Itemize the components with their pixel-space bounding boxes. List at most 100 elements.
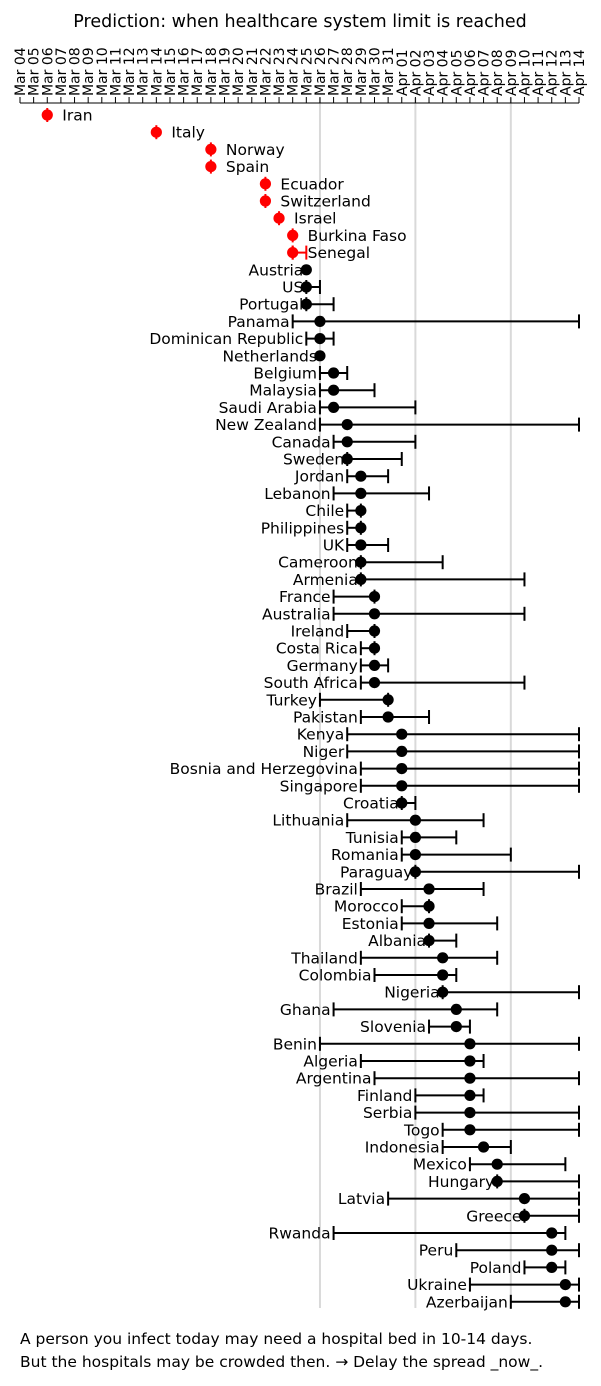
data-point-group: Belgium bbox=[253, 365, 349, 383]
data-point bbox=[368, 625, 381, 637]
data-point bbox=[437, 952, 449, 964]
data-point-group: Australia bbox=[262, 605, 526, 623]
data-point bbox=[491, 1175, 503, 1187]
x-tick-label: Apr 08 bbox=[490, 50, 506, 96]
data-point bbox=[423, 900, 435, 912]
country-label: New Zealand bbox=[215, 416, 317, 434]
x-tick-label: Mar 25 bbox=[299, 47, 315, 96]
x-tick-label: Mar 24 bbox=[286, 47, 302, 96]
data-point-group: Mexico bbox=[413, 1156, 567, 1174]
country-label: Australia bbox=[262, 605, 331, 623]
data-point-group: Lithuania bbox=[272, 812, 485, 830]
country-label: Chile bbox=[305, 502, 344, 520]
data-point bbox=[287, 247, 299, 259]
data-point bbox=[150, 126, 162, 138]
x-tick-label: Mar 16 bbox=[177, 47, 193, 96]
data-point-group: Pakistan bbox=[293, 709, 431, 727]
data-point bbox=[518, 1193, 531, 1205]
x-tick-label: Mar 07 bbox=[54, 47, 70, 96]
data-point-group: Poland bbox=[470, 1259, 567, 1277]
data-point bbox=[355, 487, 367, 499]
data-point-group: Saudi Arabia bbox=[219, 399, 417, 417]
country-label: Mexico bbox=[413, 1156, 467, 1174]
country-label: Niger bbox=[303, 743, 345, 761]
data-point bbox=[464, 1038, 476, 1050]
data-point-group: Singapore bbox=[280, 777, 580, 795]
data-point bbox=[437, 986, 449, 998]
data-point bbox=[546, 1261, 558, 1273]
data-point bbox=[396, 797, 408, 809]
data-point bbox=[423, 883, 435, 895]
country-label: Senegal bbox=[308, 244, 370, 262]
data-point bbox=[41, 109, 53, 121]
data-point bbox=[314, 333, 326, 345]
x-tick-label: Apr 13 bbox=[558, 50, 574, 96]
data-point bbox=[396, 745, 408, 758]
x-tick-label: Mar 08 bbox=[68, 47, 84, 96]
country-label: Paraguay bbox=[340, 863, 412, 881]
country-label: Croatia bbox=[343, 795, 399, 813]
country-label: Serbia bbox=[363, 1104, 412, 1122]
x-tick-label: Apr 12 bbox=[545, 50, 561, 96]
data-point bbox=[273, 212, 285, 224]
country-label: Netherlands bbox=[222, 347, 316, 365]
data-point-group: Panama bbox=[228, 313, 580, 331]
country-label: Estonia bbox=[342, 915, 399, 933]
country-label: France bbox=[279, 588, 331, 606]
country-label: Peru bbox=[419, 1242, 454, 1260]
x-tick-label: Mar 29 bbox=[354, 47, 370, 96]
data-point-group: UK bbox=[323, 537, 390, 555]
country-label: Singapore bbox=[280, 777, 358, 795]
country-label: Kenya bbox=[297, 726, 344, 744]
country-label: Iran bbox=[62, 107, 92, 125]
country-label: Morocco bbox=[334, 898, 399, 916]
country-label: Tunisia bbox=[345, 829, 399, 847]
chart: Prediction: when healthcare system limit… bbox=[13, 12, 588, 1311]
data-point-group: Ghana bbox=[280, 1001, 499, 1019]
country-label: Costa Rica bbox=[276, 640, 358, 658]
data-point-group: Burkina Faso bbox=[287, 227, 407, 245]
data-point bbox=[314, 350, 326, 362]
country-label: Benin bbox=[273, 1035, 317, 1053]
country-label: Ghana bbox=[280, 1001, 331, 1019]
data-point bbox=[314, 315, 326, 327]
country-label: Albania bbox=[368, 932, 426, 950]
data-point-group: Chile bbox=[305, 502, 367, 520]
x-tick-label: Mar 15 bbox=[163, 47, 179, 96]
data-point bbox=[368, 642, 381, 654]
data-point-group: Senegal bbox=[287, 244, 370, 262]
data-point-group: Rwanda bbox=[268, 1225, 567, 1243]
country-label: Jordan bbox=[294, 468, 344, 486]
data-point-group: Thailand bbox=[290, 949, 499, 967]
data-point-group: Morocco bbox=[334, 898, 435, 916]
country-label: Ireland bbox=[291, 623, 345, 641]
country-label: Poland bbox=[470, 1259, 522, 1277]
data-point-group: Philippines bbox=[261, 519, 367, 537]
data-point bbox=[205, 161, 217, 173]
country-label: South Africa bbox=[264, 674, 358, 692]
x-tick-label: Apr 01 bbox=[395, 50, 411, 96]
data-point bbox=[518, 1210, 531, 1222]
data-point-group: Paraguay bbox=[340, 863, 580, 881]
data-point bbox=[396, 728, 408, 740]
x-tick-label: Mar 06 bbox=[40, 47, 56, 96]
data-point-group: Benin bbox=[273, 1035, 580, 1053]
country-label: Portugal bbox=[239, 296, 303, 314]
x-tick-label: Mar 23 bbox=[272, 47, 288, 96]
data-point-group: Spain bbox=[205, 158, 269, 176]
data-point bbox=[300, 264, 312, 276]
data-point-group: Dominican Republic bbox=[149, 330, 335, 348]
x-tick-label: Apr 04 bbox=[436, 49, 452, 96]
country-label: Rwanda bbox=[268, 1225, 330, 1243]
data-point-group: Switzerland bbox=[259, 193, 371, 211]
x-tick-label: Apr 14 bbox=[572, 49, 588, 96]
data-point bbox=[259, 195, 272, 207]
data-point bbox=[409, 866, 421, 878]
data-point-group: Finland bbox=[357, 1087, 485, 1105]
data-point bbox=[450, 1021, 462, 1033]
x-tick-label: Apr 10 bbox=[517, 50, 533, 96]
x-tick-label: Mar 10 bbox=[95, 47, 111, 96]
data-point-group: Nigeria bbox=[384, 984, 580, 1002]
country-label: Togo bbox=[403, 1121, 440, 1139]
